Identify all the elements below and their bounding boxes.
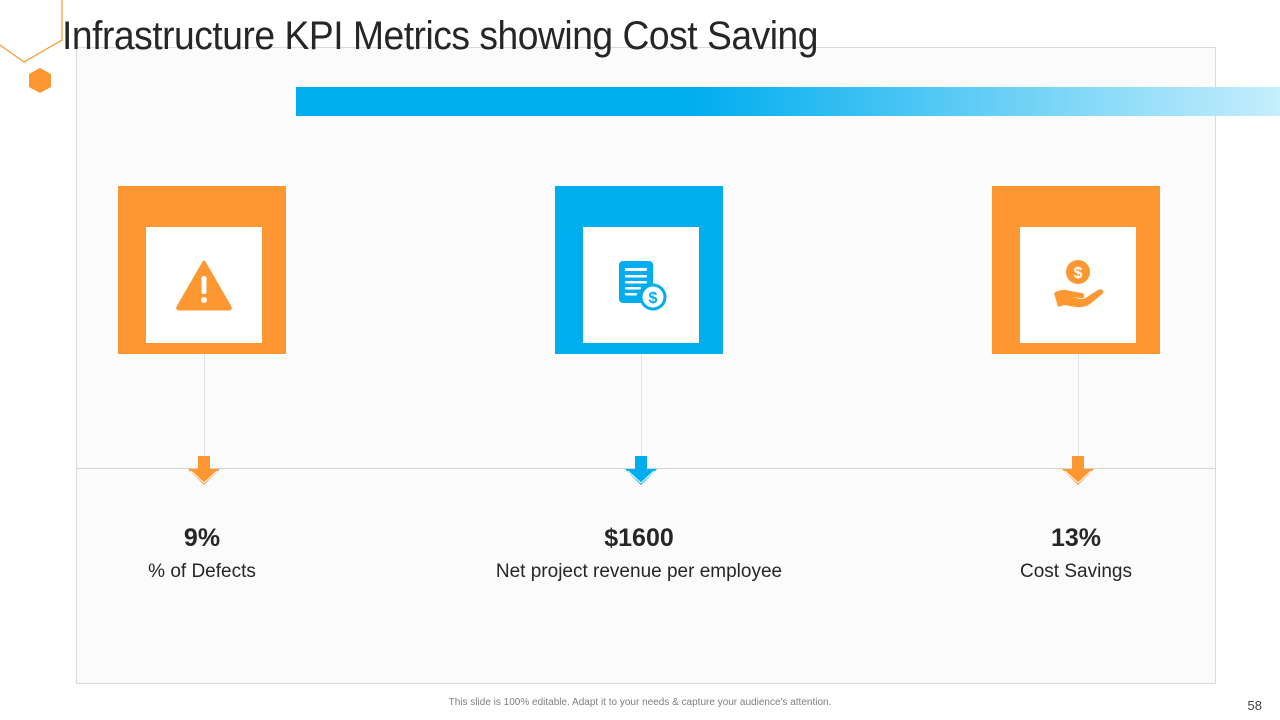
kpi-icon-frame (118, 186, 286, 354)
page-number: 58 (1247, 698, 1262, 713)
kpi-label: Cost Savings (1020, 561, 1132, 582)
kpi-label: % of Defects (148, 561, 256, 582)
hexagon-decoration (0, 0, 63, 93)
title-accent-bar (296, 87, 1280, 116)
kpi-connector (204, 354, 205, 460)
kpi-label: Net project revenue per employee (495, 561, 783, 582)
kpi-icon-tile: $ (1020, 227, 1136, 343)
svg-text:$: $ (1074, 265, 1083, 282)
kpi-value: 9% (183, 524, 221, 552)
kpi-icon-frame: $ (992, 186, 1160, 354)
page-title: Infrastructure KPI Metrics showing Cost … (62, 14, 818, 58)
kpi-icon-frame: $ (555, 186, 723, 354)
arrow-down-icon (188, 456, 220, 485)
warning-triangle-icon (176, 260, 232, 311)
arrow-down-icon (625, 456, 657, 485)
footer-note: This slide is 100% editable. Adapt it to… (448, 697, 832, 708)
kpi-connector (641, 354, 642, 460)
arrow-down-icon (1062, 456, 1094, 485)
hand-coin-icon: $ (1054, 260, 1104, 308)
kpi-value: 13% (1050, 524, 1102, 552)
kpi-icon-tile: $ (583, 227, 699, 343)
kpi-icon-tile (146, 227, 262, 343)
invoice-dollar-icon: $ (619, 261, 667, 311)
svg-text:$: $ (649, 290, 658, 307)
kpi-value: $1600 (604, 524, 674, 552)
content-panel (76, 47, 1216, 684)
kpi-connector (1078, 354, 1079, 460)
